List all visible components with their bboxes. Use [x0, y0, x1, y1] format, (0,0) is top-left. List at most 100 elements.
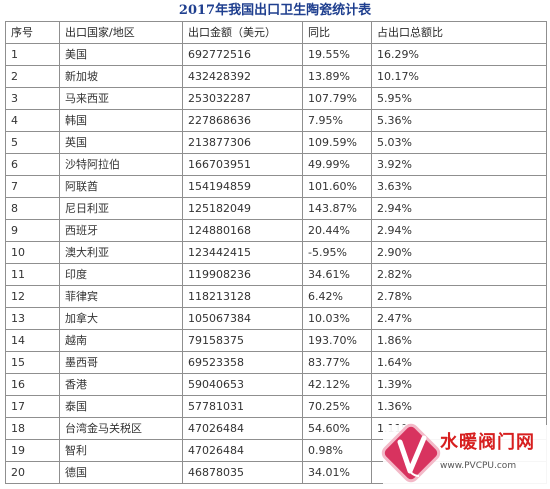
yoy-cell: 143.87%	[302, 197, 372, 220]
country-cell: 阿联酋	[59, 175, 183, 198]
country-cell: 智利	[59, 439, 183, 462]
table-row: 1 美国 692772516 19.55% 16.29%	[5, 43, 547, 66]
table-row: 12 菲律宾 118213128 6.42% 2.78%	[5, 285, 547, 308]
share-cell: 2.82%	[371, 263, 547, 286]
amount-cell: 69523358	[182, 351, 303, 374]
table-row: 9 西班牙 124880168 20.44% 2.94%	[5, 219, 547, 242]
table-row: 10 澳大利亚 123442415 -5.95% 2.90%	[5, 241, 547, 264]
country-cell: 马来西亚	[59, 87, 183, 110]
share-cell: 2.94%	[371, 197, 547, 220]
yoy-cell: 34.61%	[302, 263, 372, 286]
amount-cell: 227868636	[182, 109, 303, 132]
index-cell: 7	[5, 175, 60, 198]
index-cell: 15	[5, 351, 60, 374]
table-row: 7 阿联酋 154194859 101.60% 3.63%	[5, 175, 547, 198]
amount-cell: 47026484	[182, 417, 303, 440]
share-cell: 2.78%	[371, 285, 547, 308]
index-cell: 8	[5, 197, 60, 220]
yoy-cell: 193.70%	[302, 329, 372, 352]
country-cell: 泰国	[59, 395, 183, 418]
export-table: 序号 出口国家/地区 出口金额（美元） 同比 占出口总额比 1 美国 6927725…	[5, 21, 547, 484]
column-header-amount: 出口金额（美元）	[182, 21, 303, 44]
country-cell: 尼日利亚	[59, 197, 183, 220]
share-cell: 10.17%	[371, 65, 547, 88]
country-cell: 德国	[59, 461, 183, 484]
index-cell: 6	[5, 153, 60, 176]
country-cell: 英国	[59, 131, 183, 154]
table-title: 2017年我国出口卫生陶瓷统计表	[178, 3, 372, 18]
yoy-cell: 49.99%	[302, 153, 372, 176]
country-cell: 菲律宾	[59, 285, 183, 308]
share-cell: 16.29%	[371, 43, 547, 66]
watermark-site-name: 水暖阀门网	[440, 432, 535, 453]
country-cell: 澳大利亚	[59, 241, 183, 264]
yoy-cell: 42.12%	[302, 373, 372, 396]
country-cell: 印度	[59, 263, 183, 286]
share-cell: 1.64%	[371, 351, 547, 374]
yoy-cell: 7.95%	[302, 109, 372, 132]
yoy-cell: 101.60%	[302, 175, 372, 198]
table-row: 13 加拿大 105067384 10.03% 2.47%	[5, 307, 547, 330]
amount-cell: 105067384	[182, 307, 303, 330]
country-cell: 新加坡	[59, 65, 183, 88]
amount-cell: 118213128	[182, 285, 303, 308]
table-row: 6 沙特阿拉伯 166703951 49.99% 3.92%	[5, 153, 547, 176]
yoy-cell: -5.95%	[302, 241, 372, 264]
amount-cell: 213877306	[182, 131, 303, 154]
share-cell: 3.92%	[371, 153, 547, 176]
share-cell: 3.63%	[371, 175, 547, 198]
index-cell: 19	[5, 439, 60, 462]
share-cell: 1.86%	[371, 329, 547, 352]
column-header-yoy: 同比	[302, 21, 372, 44]
index-cell: 2	[5, 65, 60, 88]
yoy-cell: 83.77%	[302, 351, 372, 374]
table-row: 16 香港 59040653 42.12% 1.39%	[5, 373, 547, 396]
yoy-cell: 107.79%	[302, 87, 372, 110]
country-cell: 墨西哥	[59, 351, 183, 374]
amount-cell: 166703951	[182, 153, 303, 176]
index-cell: 5	[5, 131, 60, 154]
share-cell: 2.94%	[371, 219, 547, 242]
amount-cell: 57781031	[182, 395, 303, 418]
amount-cell: 125182049	[182, 197, 303, 220]
amount-cell: 79158375	[182, 329, 303, 352]
yoy-cell: 0.98%	[302, 439, 372, 462]
table-row: 14 越南 79158375 193.70% 1.86%	[5, 329, 547, 352]
index-cell: 18	[5, 417, 60, 440]
yoy-cell: 54.60%	[302, 417, 372, 440]
yoy-cell: 109.59%	[302, 131, 372, 154]
column-header-share: 占出口总额比	[371, 21, 547, 44]
country-cell: 加拿大	[59, 307, 183, 330]
amount-cell: 119908236	[182, 263, 303, 286]
share-cell: 5.95%	[371, 87, 547, 110]
watermark-url: www.PVCPU.com	[440, 461, 517, 471]
share-cell: 5.03%	[371, 131, 547, 154]
amount-cell: 692772516	[182, 43, 303, 66]
amount-cell: 253032287	[182, 87, 303, 110]
yoy-cell: 70.25%	[302, 395, 372, 418]
table-row: 8 尼日利亚 125182049 143.87% 2.94%	[5, 197, 547, 220]
yoy-cell: 10.03%	[302, 307, 372, 330]
table-row: 17 泰国 57781031 70.25% 1.36%	[5, 395, 547, 418]
yoy-cell: 13.89%	[302, 65, 372, 88]
country-cell: 美国	[59, 43, 183, 66]
yoy-cell: 34.01%	[302, 461, 372, 484]
index-cell: 1	[5, 43, 60, 66]
index-cell: 20	[5, 461, 60, 484]
amount-cell: 59040653	[182, 373, 303, 396]
v-logo-icon	[397, 435, 427, 477]
index-cell: 13	[5, 307, 60, 330]
country-cell: 香港	[59, 373, 183, 396]
yoy-cell: 19.55%	[302, 43, 372, 66]
table-row: 2 新加坡 432428392 13.89% 10.17%	[5, 65, 547, 88]
country-cell: 越南	[59, 329, 183, 352]
column-header-country: 出口国家/地区	[59, 21, 183, 44]
table-row: 15 墨西哥 69523358 83.77% 1.64%	[5, 351, 547, 374]
share-cell: 1.39%	[371, 373, 547, 396]
amount-cell: 123442415	[182, 241, 303, 264]
index-cell: 10	[5, 241, 60, 264]
index-cell: 12	[5, 285, 60, 308]
index-cell: 4	[5, 109, 60, 132]
site-watermark: 水暖阀门网 www.PVCPU.com	[382, 424, 548, 489]
table-row: 5 英国 213877306 109.59% 5.03%	[5, 131, 547, 154]
